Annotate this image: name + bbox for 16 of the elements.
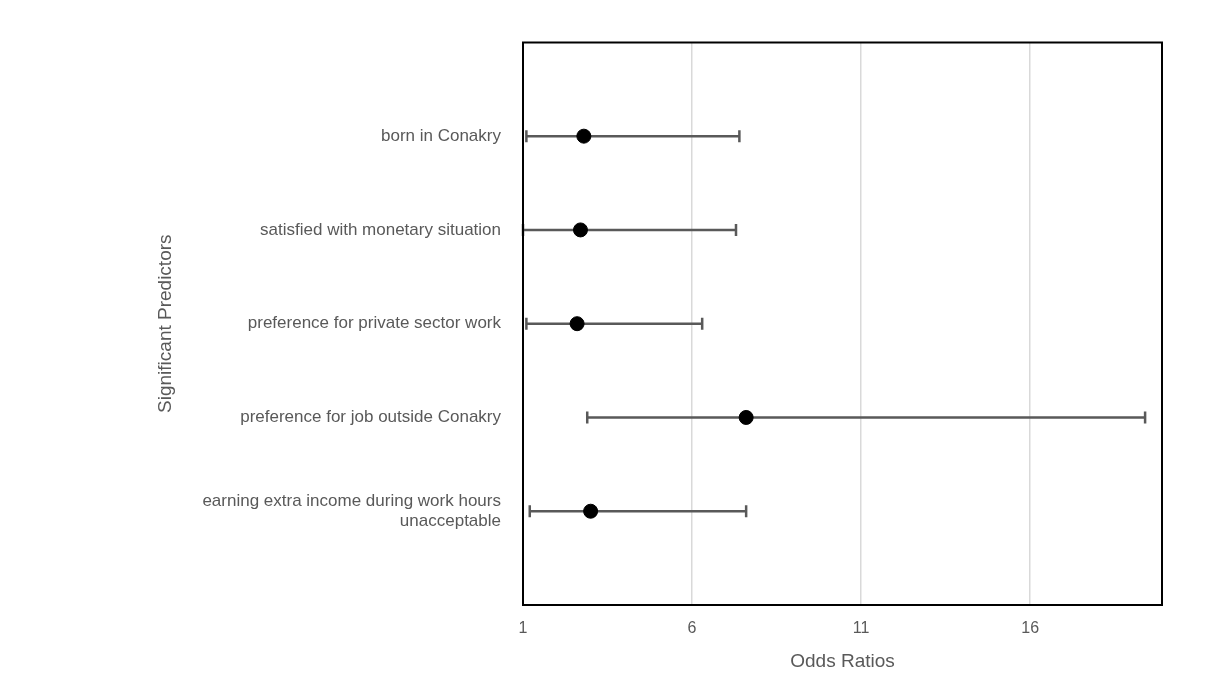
x-tick-label: 1 [518,619,528,637]
x-tick-label: 6 [687,619,697,637]
point [572,222,588,238]
y-tick-label: preference for private sector work [247,313,502,333]
y-axis-title: Significant Predictors [153,234,175,413]
x-tick-label: 16 [1021,619,1040,637]
y-tick-label: born in Conakry [380,125,502,145]
y-tick-label: earning extra income during work hours unacceptable [202,490,501,531]
x-tick-label: 11 [852,619,870,637]
point [576,128,592,144]
y-tick-label: satisfied with monetary situation [260,219,501,239]
y-tick-label: preference for job outside Conakry [240,407,502,427]
point [583,503,599,519]
x-axis-title: Odds Ratios [790,649,895,671]
point [569,316,585,332]
point [738,409,754,425]
